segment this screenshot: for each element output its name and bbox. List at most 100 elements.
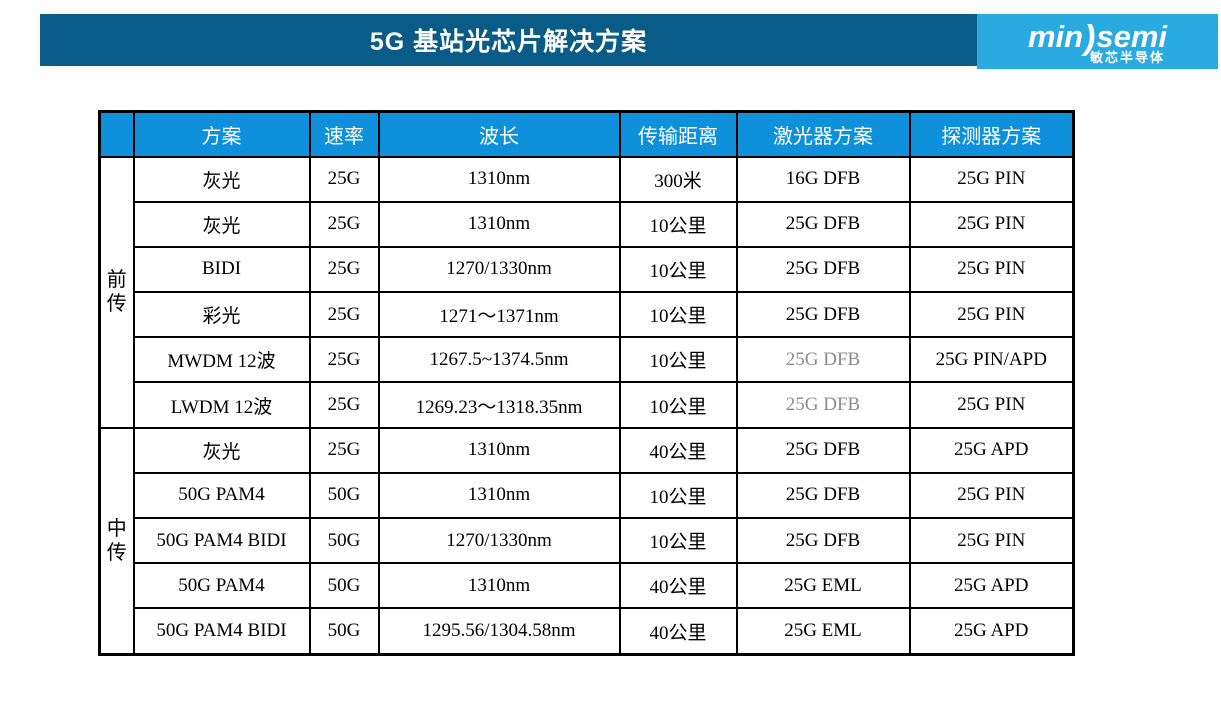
cell-detector: 25G PIN	[908, 245, 1075, 294]
cell-laser: 25G DFB	[735, 381, 911, 429]
cell-laser: 25G DFB	[735, 291, 911, 339]
cell-wavelength: 1295.56/1304.58nm	[377, 607, 621, 656]
cell-laser: 25G EML	[735, 607, 911, 656]
header-cell: 探测器方案	[908, 110, 1075, 158]
table-row: BIDI 25G 1270/1330nm 10公里 25G DFB 25G PIN	[100, 245, 1075, 294]
cell-wavelength: 1310nm	[377, 200, 621, 248]
table-row: 彩光 25G 1271～1371nm 10公里 25G DFB 25G PIN	[100, 291, 1075, 339]
cell-distance: 40公里	[618, 607, 738, 656]
cell-distance: 10公里	[618, 471, 738, 520]
table-row: 50G PAM4 BIDI 50G 1295.56/1304.58nm 40公里 25G…	[100, 607, 1075, 656]
table-row: 50G PAM4 50G 1310nm 10公里 25G DFB 25G PIN	[100, 471, 1075, 520]
cell-wavelength: 1270/1330nm	[377, 516, 621, 565]
table-row: 50G PAM4 50G 1310nm 40公里 25G EML 25G APD	[100, 562, 1075, 610]
logo-text-min: min	[1027, 19, 1084, 54]
cell-solution: LWDM 12波	[132, 381, 311, 429]
cell-rate: 25G	[308, 155, 380, 203]
minsemi-logo: min)semi 敏芯半导体	[1028, 19, 1167, 64]
table-header-row: 方案 速率 波长 传输距离 激光器方案 探测器方案	[98, 110, 1075, 158]
cell-rate: 25G	[308, 245, 380, 294]
cell-detector: 25G PIN	[908, 155, 1075, 203]
cell-laser: 25G DFB	[735, 471, 911, 520]
header-cell: 波长	[377, 110, 621, 158]
row-group-label: 中传	[98, 426, 135, 656]
cell-solution: 彩光	[132, 291, 311, 339]
cell-solution: BIDI	[132, 245, 311, 294]
cell-detector: 25G PIN	[908, 516, 1075, 565]
cell-distance: 10公里	[618, 516, 738, 565]
logo-subtitle: 敏芯半导体	[1090, 50, 1166, 65]
table-row: LWDM 12波 25G 1269.23～1318.35nm 10公里 25G DFB 2…	[100, 381, 1075, 429]
cell-solution: 50G PAM4	[132, 562, 311, 610]
cell-laser: 25G DFB	[735, 426, 911, 474]
cell-laser: 25G DFB	[735, 336, 911, 384]
cell-wavelength: 1310nm	[377, 471, 621, 520]
solution-table: 方案 速率 波长 传输距离 激光器方案 探测器方案 前传灰光 25G 1310nm 300米 16…	[98, 110, 1075, 656]
table-row: 中传灰光 25G 1310nm 40公里 25G DFB 25G APD	[98, 426, 1075, 656]
cell-distance: 10公里	[618, 381, 738, 429]
cell-rate: 50G	[308, 607, 380, 656]
header-cell: 激光器方案	[735, 110, 911, 158]
cell-laser: 25G DFB	[735, 200, 911, 248]
group-label-char: 传	[106, 293, 127, 316]
cell-rate: 25G	[308, 200, 380, 248]
cell-wavelength: 1310nm	[377, 155, 621, 203]
table-row: 50G PAM4 BIDI 50G 1270/1330nm 10公里 25G DFB 25…	[100, 516, 1075, 565]
cell-wavelength: 1270/1330nm	[377, 245, 621, 294]
header-cell: 传输距离	[618, 110, 738, 158]
cell-rate: 50G	[308, 562, 380, 610]
header-cell: 方案	[132, 110, 311, 158]
cell-detector: 25G PIN	[908, 291, 1075, 339]
header-cell: 速率	[308, 110, 380, 158]
cell-detector: 25G PIN	[908, 471, 1075, 520]
cell-distance: 10公里	[618, 245, 738, 294]
cell-rate: 25G	[308, 291, 380, 339]
cell-detector: 25G APD	[908, 426, 1075, 474]
cell-distance: 40公里	[618, 562, 738, 610]
cell-wavelength: 1267.5~1374.5nm	[377, 336, 621, 384]
cell-solution: 50G PAM4 BIDI	[132, 516, 311, 565]
cell-detector: 25G PIN/APD	[908, 336, 1075, 384]
cell-rate: 25G	[308, 336, 380, 384]
table-row: MWDM 12波 25G 1267.5~1374.5nm 10公里 25G DFB 25G…	[100, 336, 1075, 384]
cell-laser: 25G DFB	[735, 245, 911, 294]
cell-rate: 25G	[308, 426, 380, 474]
cell-laser: 25G DFB	[735, 516, 911, 565]
row-group-label: 前传	[98, 155, 135, 429]
group-label-char: 传	[106, 541, 127, 564]
cell-rate: 50G	[308, 471, 380, 520]
cell-solution: MWDM 12波	[132, 336, 311, 384]
cell-solution: 50G PAM4	[132, 471, 311, 520]
cell-detector: 25G PIN	[908, 381, 1075, 429]
table-body: 前传灰光 25G 1310nm 300米 16G DFB 25G PIN 灰光 25G 1310…	[98, 155, 1075, 656]
logo-wordmark: min)semi	[1027, 19, 1168, 55]
cell-solution: 灰光	[132, 200, 311, 248]
cell-laser: 16G DFB	[735, 155, 911, 203]
header-title-area: 5G 基站光芯片解决方案	[40, 14, 977, 66]
cell-rate: 25G	[308, 381, 380, 429]
page-title: 5G 基站光芯片解决方案	[369, 28, 648, 56]
cell-detector: 25G APD	[908, 562, 1075, 610]
cell-wavelength: 1271～1371nm	[377, 291, 621, 339]
cell-solution: 灰光	[132, 155, 311, 203]
logo-text-semi: semi	[1096, 19, 1168, 54]
cell-distance: 300米	[618, 155, 738, 203]
header-bar: 5G 基站光芯片解决方案 min)semi 敏芯半导体	[40, 14, 1218, 69]
cell-wavelength: 1269.23～1318.35nm	[377, 381, 621, 429]
cell-distance: 10公里	[618, 291, 738, 339]
table-row: 前传灰光 25G 1310nm 300米 16G DFB 25G PIN	[98, 155, 1075, 429]
cell-wavelength: 1310nm	[377, 562, 621, 610]
cell-detector: 25G APD	[908, 607, 1075, 656]
cell-wavelength: 1310nm	[377, 426, 621, 474]
group-label-char: 中	[106, 517, 127, 540]
group-header-cell	[98, 110, 135, 158]
table-row: 灰光 25G 1310nm 10公里 25G DFB 25G PIN	[100, 200, 1075, 248]
cell-laser: 25G EML	[735, 562, 911, 610]
cell-distance: 40公里	[618, 426, 738, 474]
cell-solution: 灰光	[132, 426, 311, 474]
logo-area: min)semi 敏芯半导体	[977, 14, 1218, 69]
cell-solution: 50G PAM4 BIDI	[132, 607, 311, 656]
group-label-char: 前	[106, 269, 127, 292]
cell-detector: 25G PIN	[908, 200, 1075, 248]
cell-rate: 50G	[308, 516, 380, 565]
